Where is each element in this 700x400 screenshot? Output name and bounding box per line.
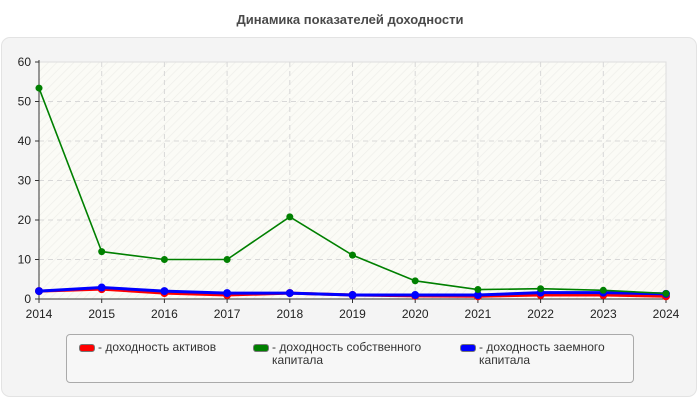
- series-lines: [35, 84, 670, 301]
- data-point: [599, 286, 607, 294]
- x-tick-label: 2019: [339, 307, 366, 321]
- data-point: [35, 84, 43, 92]
- data-point: [98, 248, 106, 256]
- x-tick-label: 2014: [26, 307, 53, 321]
- data-point: [223, 256, 231, 263]
- legend-swatch-red: [79, 344, 95, 352]
- y-tick-label: 20: [18, 213, 32, 227]
- x-tick-label: 2015: [88, 307, 115, 321]
- y-tick-label: 30: [18, 174, 32, 188]
- x-tick-label: 2017: [214, 307, 241, 321]
- x-tick-label: 2022: [527, 307, 554, 321]
- legend-swatch-blue: [460, 344, 476, 352]
- data-point: [662, 289, 670, 297]
- data-point: [411, 291, 420, 300]
- x-tick-label: 2024: [653, 307, 680, 321]
- y-tick-label: 50: [18, 95, 32, 109]
- x-tick-label: 2021: [465, 307, 492, 321]
- chart-title: Динамика показателей доходности: [236, 12, 464, 27]
- y-tick-label: 40: [18, 134, 32, 148]
- data-point: [160, 287, 169, 296]
- data-point: [160, 256, 168, 263]
- data-point: [349, 251, 356, 259]
- gridlines: [39, 62, 666, 299]
- data-point: [35, 287, 43, 296]
- x-tick-label: 2018: [276, 307, 303, 321]
- axes: 0 10 20 30 40 50 60 2014 2015 2016 2017 2018 2019 202…: [18, 55, 680, 321]
- data-point: [411, 277, 419, 285]
- y-tick-label: 10: [18, 253, 32, 267]
- data-point: [474, 286, 482, 294]
- data-point: [537, 285, 545, 293]
- legend: - доходность активов - доходность собств…: [66, 334, 634, 383]
- y-tick-label: 0: [24, 292, 31, 306]
- data-point: [286, 213, 294, 221]
- data-point: [473, 291, 482, 300]
- legend-swatch-green: [253, 344, 269, 352]
- legend-item-assets: - доходность активов: [79, 341, 248, 354]
- data-point: [285, 289, 294, 298]
- y-tick-label: 60: [18, 55, 32, 69]
- x-tick-label: 2016: [151, 307, 178, 321]
- legend-item-debt: - доходность заемного капитала: [460, 341, 629, 367]
- data-point: [97, 283, 106, 292]
- data-point: [223, 289, 232, 298]
- x-tick-label: 2023: [590, 307, 617, 321]
- x-tick-label: 2020: [402, 307, 429, 321]
- data-point: [348, 291, 357, 300]
- legend-item-equity: - доходность собственного капитала: [253, 341, 432, 367]
